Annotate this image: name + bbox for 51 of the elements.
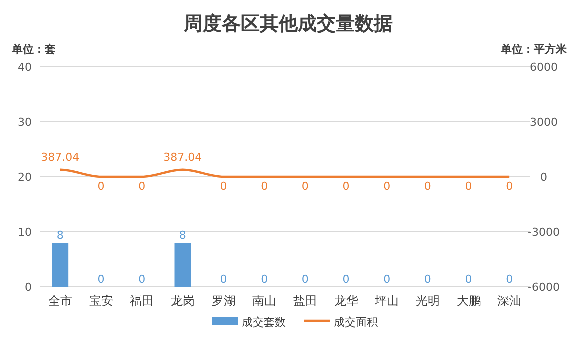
data-label: 8 (56, 229, 64, 242)
y-tick-label: 0 (25, 281, 32, 294)
y-axis-title: 单位：套 (11, 43, 56, 56)
data-label: 0 (138, 180, 146, 193)
x-tick-label: 龙岗 (170, 294, 195, 308)
y2-tick-label: 3000 (530, 116, 558, 129)
data-label: 0 (98, 180, 105, 193)
y-tick-label: 30 (18, 116, 32, 129)
x-tick-label: 盐田 (293, 294, 318, 308)
y-tick-label: 40 (18, 61, 32, 74)
y-tick-label: 20 (18, 171, 32, 184)
data-label: 387.04 (41, 150, 80, 164)
data-label: 0 (465, 273, 472, 286)
y2-tick-label: -3000 (528, 226, 560, 239)
legend-label: 成交面积 (334, 316, 378, 329)
data-label: 8 (179, 229, 186, 242)
data-label: 0 (424, 273, 432, 286)
y2-axis-title: 单位：平方米 (500, 43, 568, 56)
data-label: 0 (384, 180, 391, 193)
y-tick-label: 10 (18, 226, 32, 239)
data-label: 0 (342, 273, 350, 286)
y2-tick-label: 0 (540, 171, 548, 184)
data-label: 0 (261, 180, 268, 193)
x-tick-label: 深汕 (498, 294, 522, 308)
x-tick-label: 大鹏 (456, 294, 481, 308)
x-tick-label: 全市 (48, 294, 72, 308)
x-tick-label: 宝安 (89, 294, 114, 308)
legend-label: 成交套数 (242, 316, 286, 329)
data-label: 0 (98, 273, 105, 286)
x-tick-label: 福田 (130, 294, 154, 308)
data-label: 0 (302, 273, 309, 286)
data-label: 0 (261, 273, 268, 286)
x-tick-label: 坪山 (374, 294, 400, 308)
data-label: 0 (138, 273, 146, 286)
y2-tick-label: -6000 (528, 281, 560, 294)
x-tick-label: 罗湖 (212, 294, 236, 308)
data-label: 0 (424, 180, 432, 193)
data-label: 0 (465, 180, 472, 193)
y2-tick-label: 6000 (530, 61, 558, 74)
data-label: 0 (506, 273, 514, 286)
x-tick-label: 光明 (416, 294, 440, 308)
data-label: 0 (384, 273, 391, 286)
chart-title: 周度各区其他成交量数据 (183, 13, 393, 35)
data-label: 387.04 (164, 150, 202, 164)
x-tick-label: 龙华 (334, 294, 358, 308)
data-label: 0 (302, 180, 309, 193)
x-tick-label: 南山 (252, 294, 277, 308)
data-label: 0 (506, 180, 514, 193)
data-label: 0 (220, 180, 228, 193)
data-label: 0 (342, 180, 350, 193)
data-label: 0 (220, 273, 228, 286)
